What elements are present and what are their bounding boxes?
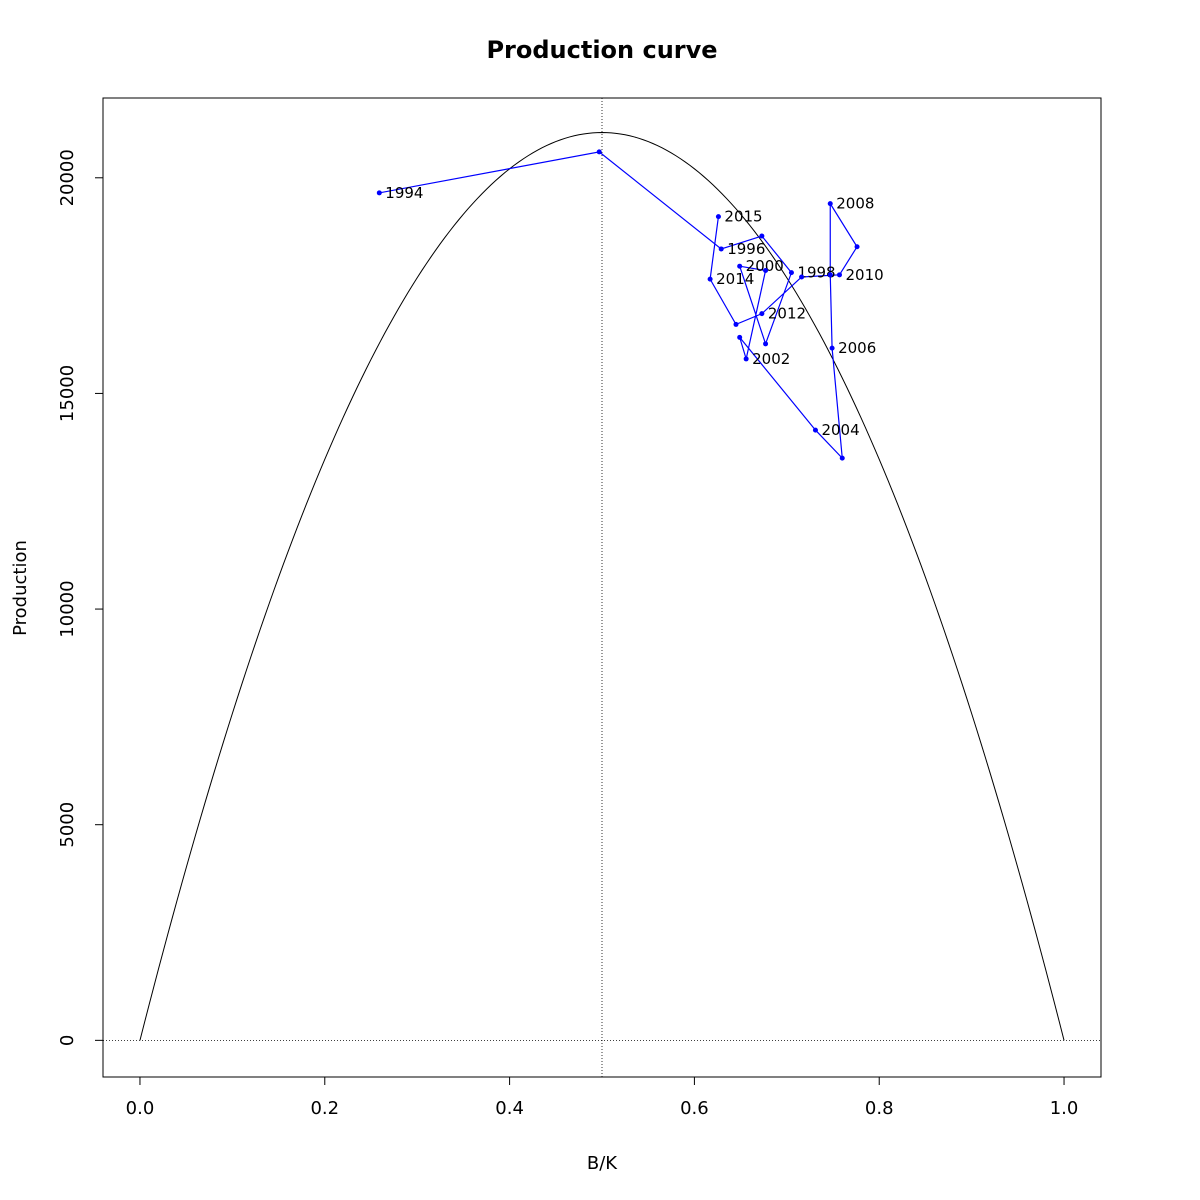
data-point [812, 427, 818, 433]
data-point [788, 270, 794, 276]
point-label: 2002 [752, 350, 790, 368]
point-label: 2010 [845, 266, 883, 284]
data-point [839, 455, 845, 461]
data-point [376, 190, 382, 196]
y-axis-title: Production [10, 540, 31, 636]
data-point [827, 201, 833, 207]
point-label: 2000 [746, 257, 784, 275]
y-tick-label: 5000 [57, 802, 78, 848]
x-tick-label: 0.4 [495, 1098, 524, 1119]
data-point [715, 214, 721, 220]
x-tick-label: 1.0 [1050, 1098, 1079, 1119]
point-label: 2012 [768, 305, 806, 323]
x-axis-title: B/K [587, 1153, 618, 1174]
data-point [759, 233, 765, 239]
data-point [759, 311, 765, 317]
plot-area: 0.0 0.2 0.4 0.6 0.8 1.0 0 5000 10000 15000 20000 19… [57, 97, 1102, 1119]
y-tick-label: 20000 [57, 149, 78, 206]
point-label: 2004 [821, 421, 859, 439]
point-label: 2015 [724, 208, 762, 226]
data-point [733, 321, 739, 327]
data-point [743, 356, 749, 362]
x-tick-label: 0.2 [310, 1098, 339, 1119]
x-tick-label: 0.6 [680, 1098, 709, 1119]
data-point [799, 274, 805, 280]
x-tick-label: 0.0 [126, 1098, 155, 1119]
chart-title: Production curve [486, 36, 717, 64]
data-point [763, 341, 769, 347]
data-point [737, 334, 743, 340]
y-tick-label: 0 [57, 1035, 78, 1046]
data-point [763, 268, 769, 274]
x-tick-label: 0.8 [865, 1098, 894, 1119]
trajectory-line [379, 151, 858, 460]
data-point [737, 263, 743, 269]
point-label: 1998 [797, 264, 835, 282]
y-tick-label: 10000 [57, 580, 78, 637]
production-curve [139, 131, 1065, 1041]
data-point [707, 276, 713, 282]
data-point [829, 345, 835, 351]
data-point [827, 272, 833, 278]
point-label: 2006 [838, 339, 876, 357]
y-tick-label: 15000 [57, 365, 78, 422]
data-point [718, 246, 724, 252]
data-point [836, 272, 842, 278]
point-label: 1996 [727, 240, 765, 258]
data-point [596, 149, 602, 155]
point-label: 2014 [716, 270, 754, 288]
point-label: 2008 [836, 195, 874, 213]
data-point [854, 244, 860, 250]
point-label: 1994 [385, 184, 423, 202]
